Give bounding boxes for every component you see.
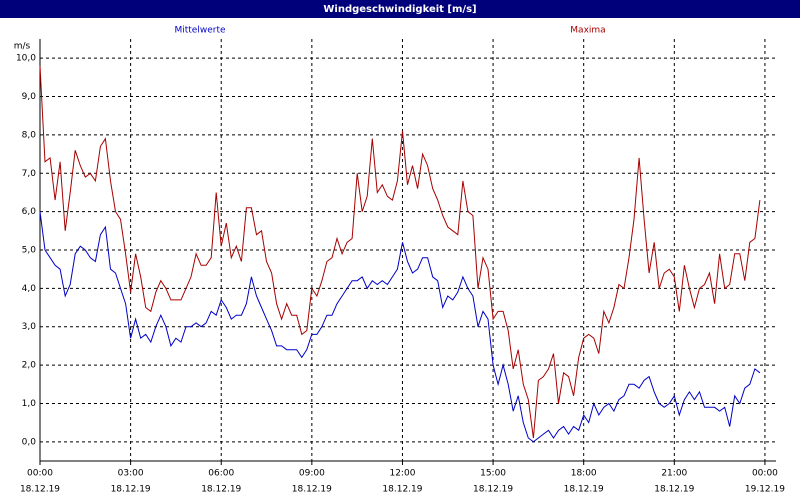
legend-entry: Maxima — [570, 26, 605, 36]
x-tick-date: 18.12.19 — [292, 485, 332, 495]
y-tick-label: 2,0 — [22, 361, 37, 371]
x-tick-date: 19.12.19 — [745, 485, 785, 495]
chart-title: Windgeschwindigkeit [m/s] — [323, 4, 476, 15]
x-tick-date: 18.12.19 — [382, 485, 422, 495]
x-tick-date: 18.12.19 — [201, 485, 241, 495]
y-tick-label: 4,0 — [22, 284, 37, 294]
x-tick-date: 18.12.19 — [564, 485, 604, 495]
x-tick-label: 12:00 — [389, 469, 415, 479]
series-line — [39, 211, 761, 443]
x-tick-label: 03:00 — [118, 469, 144, 479]
y-tick-label: 10,0 — [16, 54, 36, 64]
title-bar — [0, 0, 800, 18]
x-tick-date: 18.12.19 — [20, 485, 60, 495]
x-tick-label: 15:00 — [480, 469, 506, 479]
x-tick-label: 18:00 — [571, 469, 597, 479]
legend-entry: Mittelwerte — [174, 26, 225, 36]
y-tick-label: 0,0 — [22, 437, 37, 447]
series-line — [39, 65, 761, 439]
x-tick-label: 06:00 — [208, 469, 234, 479]
x-tick-label: 00:00 — [752, 469, 778, 479]
y-tick-label: 6,0 — [22, 207, 37, 217]
y-tick-label: 8,0 — [22, 130, 37, 140]
y-tick-label: 7,0 — [22, 169, 37, 179]
y-tick-label: 1,0 — [22, 399, 37, 409]
y-tick-label: 3,0 — [22, 322, 37, 332]
x-tick-label: 00:00 — [27, 469, 53, 479]
x-tick-label: 09:00 — [299, 469, 325, 479]
x-tick-date: 18.12.19 — [654, 485, 694, 495]
y-axis-unit: m/s — [14, 42, 31, 52]
x-tick-date: 18.12.19 — [111, 485, 151, 495]
y-tick-label: 9,0 — [22, 92, 37, 102]
y-tick-label: 5,0 — [22, 246, 37, 256]
x-tick-label: 21:00 — [661, 469, 687, 479]
x-tick-date: 18.12.19 — [473, 485, 513, 495]
